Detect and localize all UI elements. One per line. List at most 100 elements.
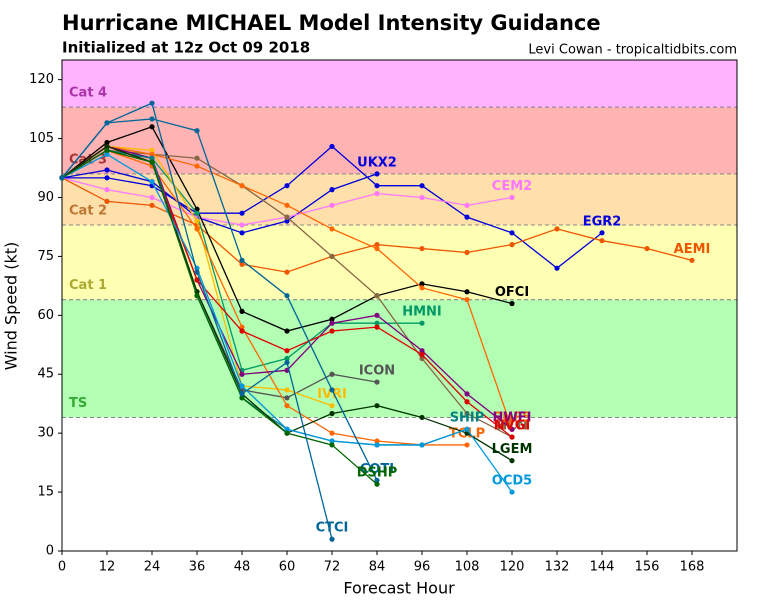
data-point [284,183,290,189]
data-point [554,226,560,232]
data-point [194,218,200,224]
data-point [239,183,245,189]
data-point [419,183,425,189]
data-point [239,391,245,397]
credit: Levi Cowan - tropicaltidbits.com [528,43,737,58]
series-line [61,149,467,446]
data-point [284,293,290,299]
chart-subtitle: Initialized at 12z Oct 09 2018 [62,39,310,57]
data-point [464,289,470,295]
data-point [374,242,380,248]
data-point [284,202,290,208]
data-point [149,116,155,122]
data-point [284,430,290,436]
data-point [374,245,380,252]
data-point [329,226,335,232]
data-point [464,297,470,303]
y-axis-label: Wind Speed (kt) [2,242,21,371]
series-label: UKX2 [357,155,397,170]
data-point [239,383,245,389]
data-point [329,536,335,542]
data-point [419,414,425,421]
data-point [194,293,200,299]
data-point [284,359,290,366]
data-point [284,348,290,354]
data-point [239,261,245,267]
data-point [284,355,290,362]
data-point [329,442,335,448]
data-point [374,481,380,487]
chart-title: Hurricane MICHAEL Model Intensity Guidan… [62,11,601,35]
data-point [149,151,155,157]
band [62,224,737,300]
series-label: DSHP [357,466,398,481]
series-label: HMNI [402,305,442,320]
data-point [104,120,110,126]
data-point [374,403,380,409]
data-point [194,163,200,169]
x-tick-label: 36 [189,560,206,575]
data-point [329,328,335,334]
series-label: SHIP [450,411,485,426]
series-label: IVRI [317,387,347,402]
data-point [149,155,155,161]
data-point [419,285,425,291]
x-tick-label: 24 [144,560,161,575]
y-tick-label: 120 [29,72,54,87]
data-point [149,202,155,208]
data-point [329,253,335,259]
data-point [419,355,425,362]
data-point [194,226,200,232]
y-tick-label: 105 [29,131,54,146]
data-point [374,293,380,299]
series-line [61,149,378,485]
x-tick-label: 120 [500,560,525,575]
x-tick-label: 168 [680,560,705,575]
data-point [599,230,605,236]
data-point [104,143,110,150]
data-point [419,320,425,326]
data-point [194,128,200,134]
x-tick-label: 108 [455,560,480,575]
data-point [464,442,470,448]
data-point [284,395,290,401]
data-point [554,265,560,271]
y-tick-label: 75 [37,249,54,264]
series-label: AEMI [674,242,711,257]
data-point [194,269,200,275]
x-tick-label: 0 [58,560,66,575]
series-line [61,118,378,481]
series-label: CTCI [316,521,349,536]
data-point [374,171,380,177]
y-tick-label: 45 [37,367,54,382]
data-point [194,210,200,216]
data-point [329,410,335,417]
data-point [104,139,110,146]
data-point [149,124,155,130]
data-point [284,218,290,224]
data-point [329,438,335,444]
data-point [419,281,425,287]
data-point [419,348,425,354]
band [62,299,737,418]
y-tick-label: 15 [37,485,54,500]
y-tick-label: 0 [46,544,54,559]
series-label: CEM2 [492,179,532,194]
x-tick-label: 12 [99,560,116,575]
x-tick-label: 72 [324,560,341,575]
x-tick-label: 48 [234,560,251,575]
data-point [374,438,380,444]
data-point [509,242,515,248]
data-point [464,410,470,417]
data-point [104,167,110,173]
data-point [419,245,425,252]
data-point [149,159,155,165]
data-point [374,324,380,330]
data-point [239,328,245,334]
data-point [374,477,380,483]
data-point [464,391,470,397]
data-point [419,442,425,448]
data-point [509,426,515,432]
data-point [689,257,695,263]
